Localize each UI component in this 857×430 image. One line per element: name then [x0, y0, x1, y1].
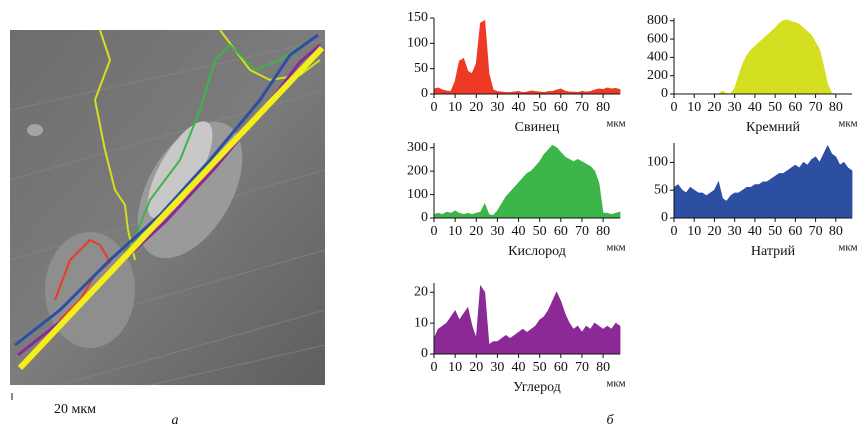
chart-title: Кислород: [508, 244, 566, 259]
area: [674, 19, 852, 95]
y-tick-label: 200: [647, 68, 668, 83]
chart-title: Натрий: [751, 244, 796, 259]
y-tick-label: 0: [421, 210, 428, 225]
x-tick-label: 10: [687, 100, 701, 115]
x-tick-label: 60: [788, 224, 802, 239]
x-tick-label: 0: [431, 100, 438, 115]
x-axis-label: мкм: [838, 242, 857, 254]
x-tick-label: 0: [671, 100, 678, 115]
x-tick-label: 10: [448, 360, 462, 375]
x-axis-label: мкм: [606, 378, 625, 390]
x-tick-label: 0: [431, 360, 438, 375]
area: [433, 284, 621, 355]
y-tick-label: 0: [421, 86, 428, 101]
x-tick-label: 50: [533, 224, 547, 239]
chart-title: Свинец: [515, 120, 560, 135]
y-tick-label: 0: [421, 346, 428, 361]
y-tick-label: 100: [407, 36, 428, 51]
x-tick-label: 70: [809, 100, 823, 115]
y-tick-label: 0: [661, 86, 668, 101]
y-tick-label: 200: [407, 163, 428, 178]
area: [673, 144, 853, 219]
x-tick-label: 70: [809, 224, 823, 239]
scale-bar-label: 20 мкм: [54, 402, 96, 417]
x-tick-label: 50: [768, 100, 782, 115]
x-tick-label: 10: [448, 224, 462, 239]
panel-label: б: [606, 413, 614, 428]
x-tick-label: 20: [469, 360, 483, 375]
x-tick-label: 80: [596, 100, 610, 115]
x-tick-label: 70: [575, 224, 589, 239]
x-tick-label: 80: [829, 100, 843, 115]
x-tick-label: 40: [748, 100, 762, 115]
x-tick-label: 10: [687, 224, 701, 239]
x-tick-label: 60: [554, 360, 568, 375]
chart-title: Углерод: [513, 380, 561, 395]
y-tick-label: 50: [654, 182, 668, 197]
x-tick-label: 20: [707, 100, 721, 115]
x-tick-label: 30: [728, 224, 742, 239]
x-tick-label: 20: [469, 224, 483, 239]
x-tick-label: 70: [575, 100, 589, 115]
x-tick-label: 30: [490, 224, 504, 239]
y-tick-label: 150: [407, 10, 428, 25]
x-axis-label: мкм: [606, 242, 625, 254]
x-tick-label: 60: [554, 224, 568, 239]
x-tick-label: 10: [448, 100, 462, 115]
x-tick-label: 80: [829, 224, 843, 239]
area: [433, 19, 621, 95]
x-tick-label: 60: [788, 100, 802, 115]
y-tick-label: 300: [407, 140, 428, 155]
x-tick-label: 30: [490, 100, 504, 115]
y-tick-label: 600: [647, 31, 668, 46]
y-tick-label: 400: [647, 50, 668, 65]
x-tick-label: 0: [431, 224, 438, 239]
x-tick-label: 0: [671, 224, 678, 239]
x-tick-label: 20: [469, 100, 483, 115]
chart-title: Кремний: [746, 120, 800, 135]
x-tick-label: 80: [596, 224, 610, 239]
y-tick-label: 10: [414, 315, 428, 330]
x-tick-label: 80: [596, 360, 610, 375]
x-tick-label: 40: [748, 224, 762, 239]
x-axis-label: мкм: [838, 118, 857, 130]
x-tick-label: 30: [490, 360, 504, 375]
x-tick-label: 20: [707, 224, 721, 239]
y-tick-label: 20: [414, 284, 428, 299]
x-tick-label: 60: [554, 100, 568, 115]
area: [433, 144, 621, 219]
x-tick-label: 30: [728, 100, 742, 115]
x-tick-label: 40: [512, 360, 526, 375]
y-tick-label: 100: [647, 155, 668, 170]
y-tick-label: 100: [407, 187, 428, 202]
x-tick-label: 50: [768, 224, 782, 239]
y-tick-label: 0: [661, 210, 668, 225]
x-tick-label: 70: [575, 360, 589, 375]
panel-label: а: [172, 413, 179, 428]
x-tick-label: 40: [512, 100, 526, 115]
y-tick-label: 800: [647, 13, 668, 28]
sem-image: [9, 29, 326, 400]
x-axis-label: мкм: [606, 118, 625, 130]
x-tick-label: 40: [512, 224, 526, 239]
x-tick-label: 50: [533, 100, 547, 115]
y-tick-label: 50: [414, 61, 428, 76]
x-tick-label: 50: [533, 360, 547, 375]
